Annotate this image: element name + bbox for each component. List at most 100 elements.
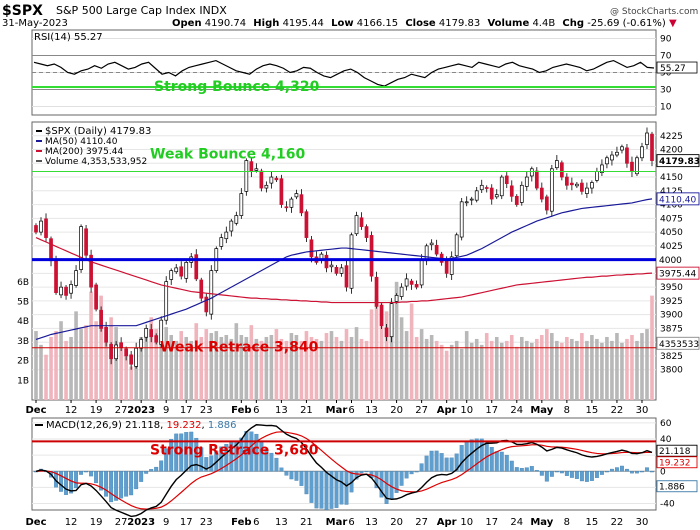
price-tick-label: 3925 [660,297,683,307]
price-x-label: 10 [460,405,473,416]
macd-histogram-bar [544,471,549,482]
weak-retrace-annotation: Weak Retrace 3,840 [160,340,319,356]
candlestick [474,186,479,203]
macd-histogram-bar [339,471,344,505]
candle-body [309,239,314,258]
volume-bar [494,336,499,400]
volume-bar [605,336,609,400]
volume-bar [154,329,158,400]
volume-bar [469,342,474,400]
candlestick [449,251,454,280]
candle-body [149,329,154,338]
candle-body [199,279,204,299]
volume-bar [474,338,479,400]
macd-x-label: 13 [365,517,378,528]
macd-x-label: Dec [25,517,46,528]
rsi-tick-label: 70 [660,52,672,62]
price-x-label: 30 [636,405,649,416]
candle-body [595,171,599,181]
macd-histogram-bar [269,452,274,472]
candle-body [534,170,539,189]
date-label: 31-May-2023 [2,18,68,29]
candlestick [349,232,354,294]
candle-body [59,286,63,296]
candle-body [459,201,464,238]
macd-histogram-bar [449,457,454,472]
volume-bar [560,342,564,400]
candlestick [229,218,234,237]
macd-histogram-bar [299,471,304,486]
candlestick [274,175,279,183]
volume-bar [254,338,259,400]
candle-body [620,146,624,151]
candle-body [174,267,179,273]
macd-histogram-bar [94,471,99,484]
macd-histogram-bar [514,467,519,472]
candle-body [124,348,128,357]
volume-bar [489,340,494,400]
macd-histogram-bar [459,445,464,472]
candle-body [645,132,649,145]
macd-flag [656,456,698,469]
macd-histogram-bar [625,468,629,472]
macd-x-label: 27 [115,517,128,528]
volume-bar [169,335,174,400]
ticker-name: S&P 500 Large Cap Index INDX [56,4,227,17]
candlestick [309,235,314,263]
volume-bar [575,340,579,400]
candlestick [114,341,118,361]
candle-body [169,270,174,280]
candle-body [99,309,103,329]
volume-bar [504,340,509,400]
candlestick [459,197,464,241]
candle-body [329,264,334,268]
candle-body [144,328,149,338]
price-x-label: Mar [326,405,348,416]
rsi-tick-label: 30 [660,86,672,96]
macd-histogram-bar [74,471,79,489]
volume-bar [514,346,519,400]
volume-bar [379,303,384,400]
volume-bar [439,344,444,400]
price-x-label: 12 [65,405,78,416]
price-tick-label: 4075 [660,214,683,224]
candle-body [49,238,53,262]
candlestick [284,201,289,212]
candle-body [64,286,68,296]
macd-histogram-bar [249,431,254,472]
candlestick [605,155,609,169]
candlestick [600,159,604,176]
volume-bar [369,309,374,400]
candlestick [159,316,164,348]
candlestick [74,265,78,288]
macd-histogram-bar [169,439,174,472]
candlestick [54,255,58,295]
candle-body [374,276,379,307]
macd-x-label: May [530,517,553,528]
price-x-label: 22 [611,405,624,416]
price-x-label: 20 [390,405,403,416]
volume-bar [74,311,78,400]
price-flag-label: 4000 [659,256,682,266]
candle-body [89,254,93,288]
macd-histogram-bar [134,471,139,490]
price-x-label: 23 [200,405,213,416]
macd-x-label: 2023 [127,517,155,528]
macd-histogram-bar [489,447,494,472]
macd-histogram-bar [274,457,279,472]
volume-bar [279,338,284,400]
macd-histogram-bar [534,470,539,472]
volume-bar [625,338,629,400]
price-x-label: 17 [180,405,193,416]
candlestick [329,259,334,273]
macd-histogram-bar [399,471,404,486]
macd-x-label: 27 [415,517,428,528]
candle-body [194,254,199,280]
volume-bar [620,342,624,400]
price-flag [656,336,700,350]
price-panel: 3800382538503875390039253950397540004025… [17,121,700,416]
macd-histogram-bar [539,471,544,476]
macd-legend: MACD(12,26,9) 21.118, 19.232, 1.886 [46,420,237,431]
volume-bar [540,335,544,400]
rsi-series-line [33,59,655,87]
